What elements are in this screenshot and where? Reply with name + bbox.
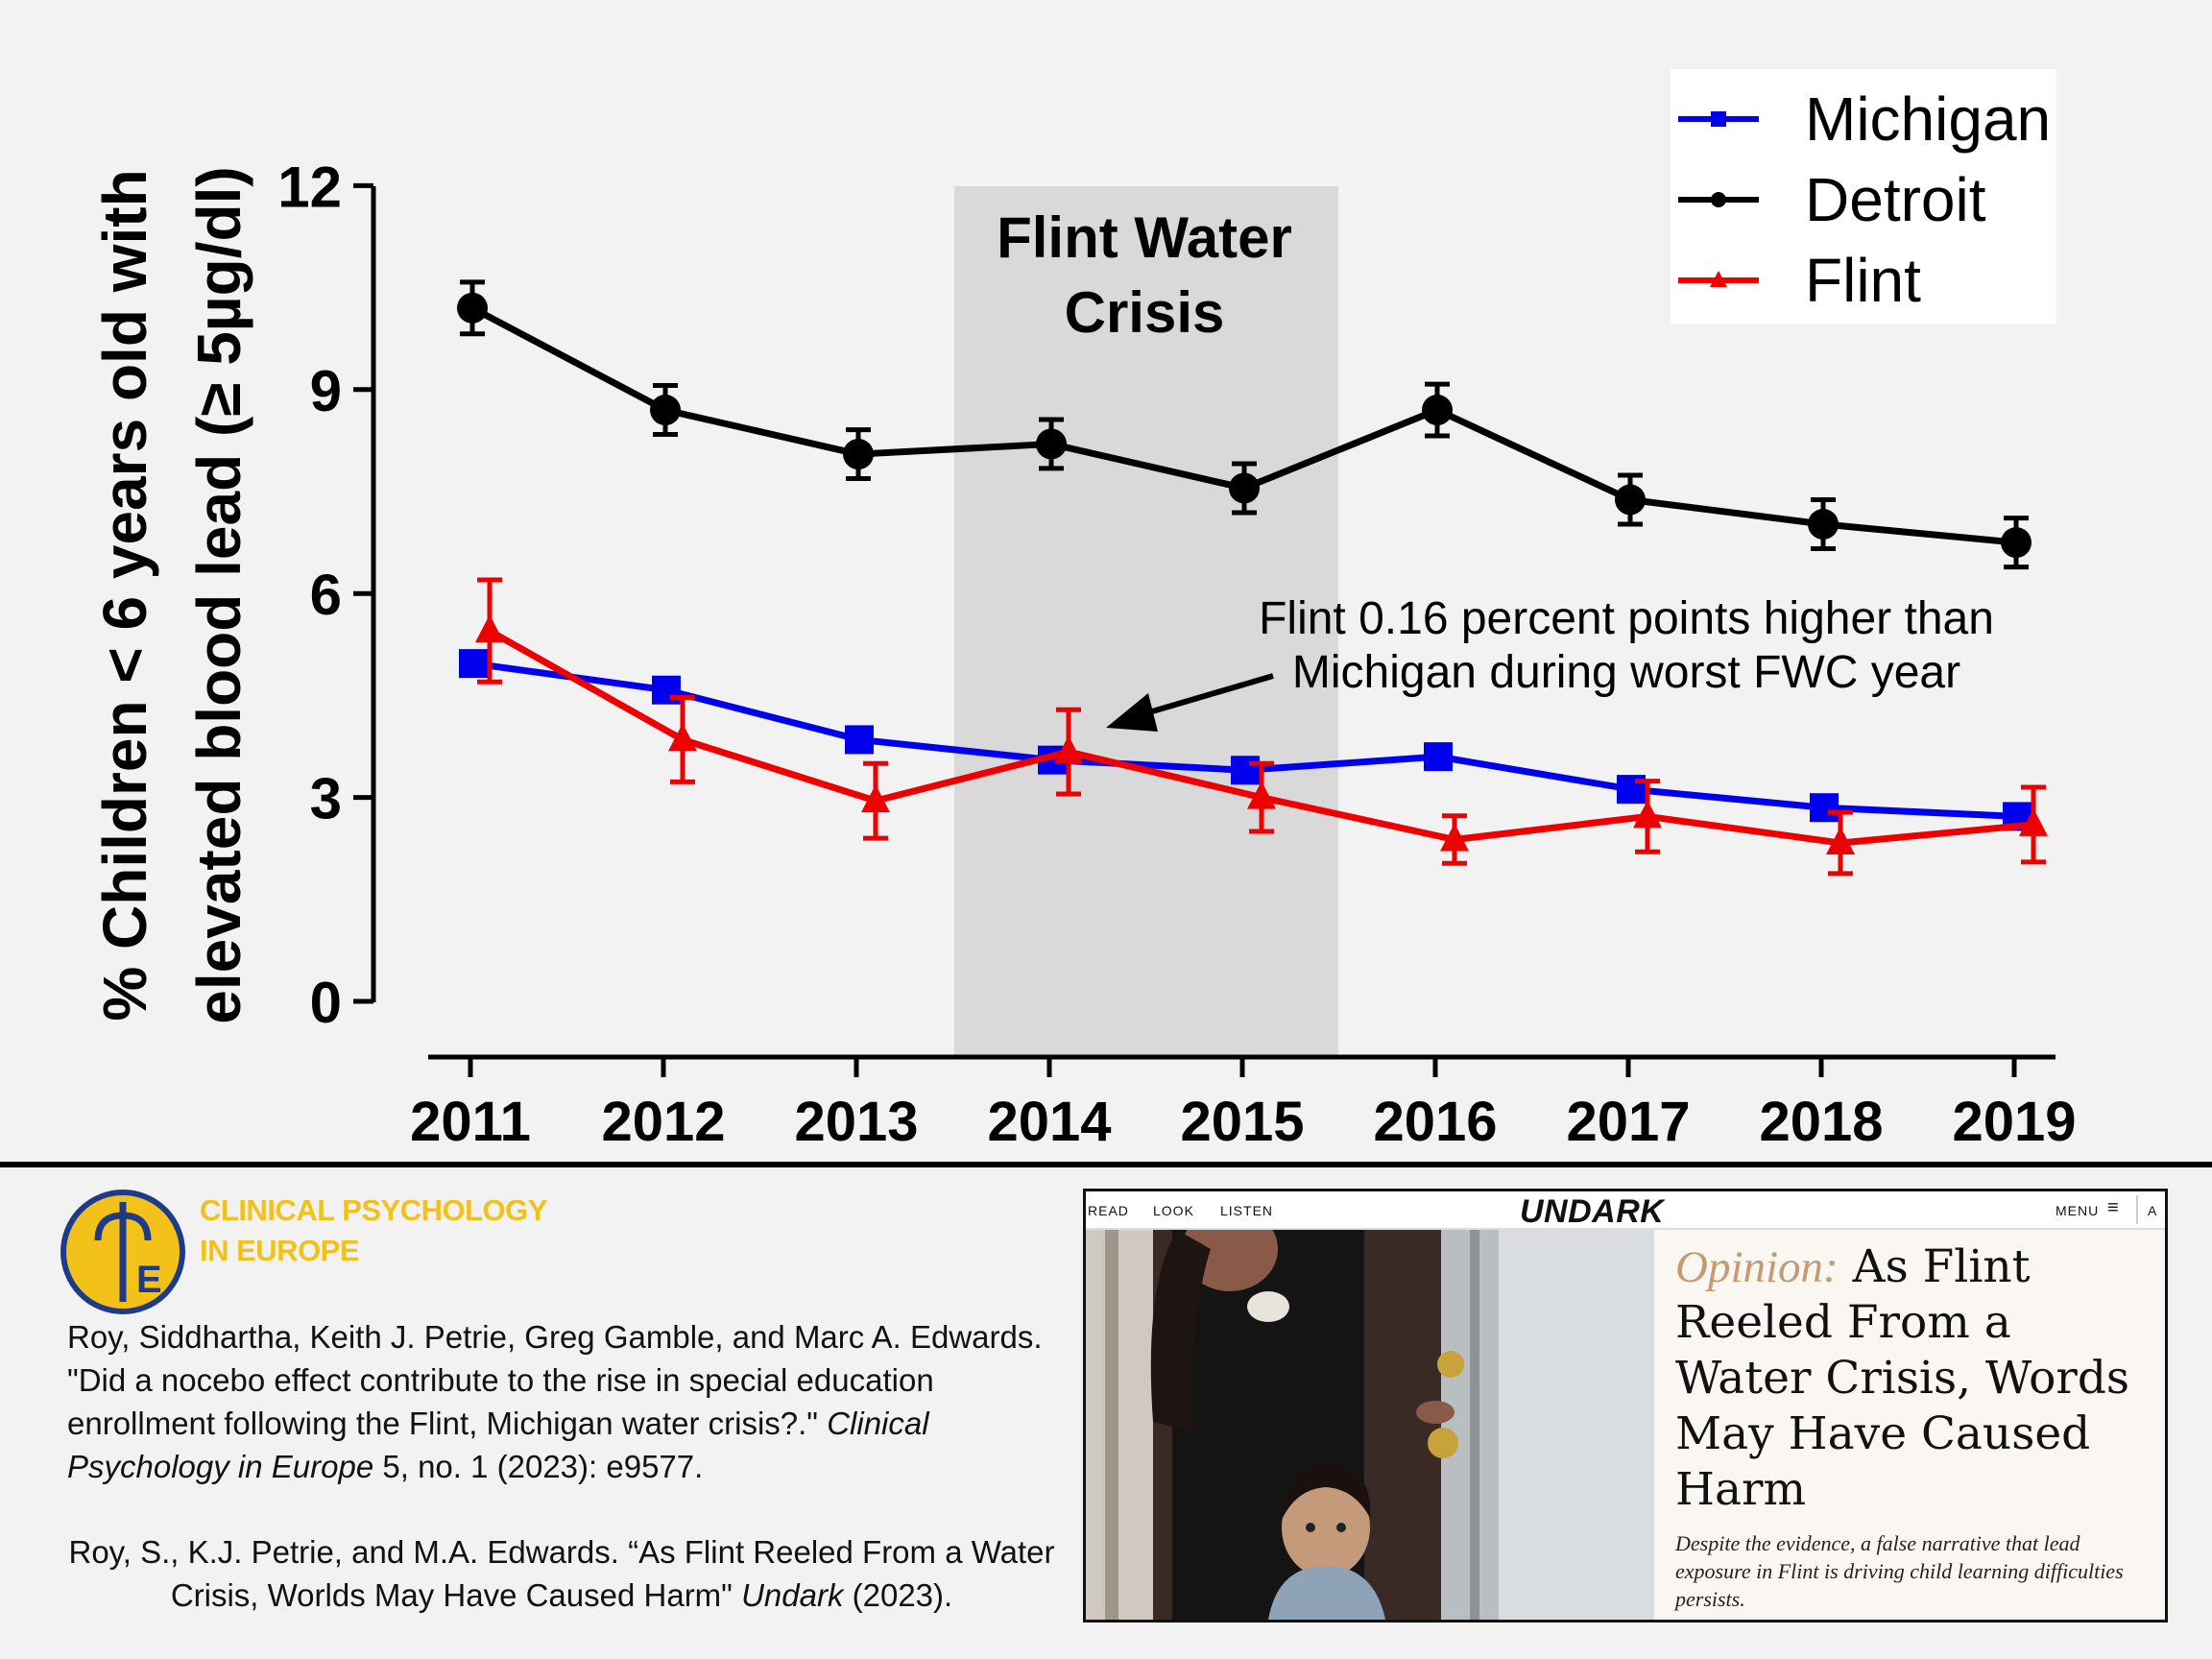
- undark-logo[interactable]: UNDARK: [1520, 1193, 1665, 1230]
- article-headline[interactable]: Opinion: As Flint Reeled From a Water Cr…: [1675, 1239, 2155, 1518]
- flint-crisis-shaded-region: [954, 186, 1338, 1056]
- x-tick-label-2015: 2015: [1180, 1091, 1304, 1153]
- x-tick-label-2019: 2019: [1952, 1091, 2076, 1153]
- journal-name-line1: CLINICAL PSYCHOLOGY: [200, 1193, 547, 1227]
- svg-text:E: E: [136, 1259, 162, 1301]
- detroit-point-2017: [1615, 484, 1646, 516]
- detroit-point-2012: [650, 395, 681, 426]
- nav-look[interactable]: LOOK: [1153, 1203, 1194, 1218]
- article-text-panel: Opinion: As Flint Reeled From a Water Cr…: [1654, 1230, 2165, 1620]
- flint-point-2015: [1247, 781, 1276, 809]
- flint-point-2019: [2019, 807, 2048, 836]
- x-tick-label-2018: 2018: [1759, 1091, 1883, 1153]
- nav-menu[interactable]: MENU: [2056, 1203, 2100, 1218]
- line-chart: Flint Water Crisis 0 3 6 9 12 2011 2012 2013 20…: [90, 69, 2077, 1153]
- detroit-point-2018: [1808, 508, 1839, 540]
- detroit-point-2016: [1422, 395, 1453, 426]
- article-photo: [1086, 1230, 1654, 1620]
- michigan-point-2013: [845, 725, 874, 755]
- citation-undark-authors-title: Roy, S., K.J. Petrie, and M.A. Edwards. …: [68, 1534, 1055, 1613]
- flint-point-2011: [475, 614, 504, 643]
- legend-flint-marker: [1710, 271, 1727, 287]
- detroit-point-2011: [457, 292, 488, 324]
- y-tick-label-0: 0: [310, 971, 342, 1035]
- annotation-line2: Michigan during worst FWC year: [1292, 647, 1960, 698]
- michigan-point-2016: [1424, 742, 1453, 772]
- nav-listen[interactable]: LISTEN: [1220, 1203, 1274, 1218]
- detroit-point-2019: [2001, 527, 2032, 559]
- annotation-arrow-head: [1106, 693, 1158, 732]
- flint-series: [475, 577, 2048, 877]
- x-tick-label-2012: 2012: [601, 1091, 725, 1153]
- headline-text: As Flint Reeled From a Water Crisis, Wor…: [1675, 1240, 2130, 1516]
- y-tick-label-6: 6: [310, 563, 342, 627]
- citation-undark-publication: Undark: [741, 1577, 844, 1613]
- annotation-arrow-shaft: [1142, 673, 1274, 717]
- undark-navbar: READ LOOK LISTEN UNDARK MENU ≡ A: [1086, 1191, 2165, 1230]
- y-tick-label-3: 3: [310, 767, 342, 831]
- nav-read[interactable]: READ: [1088, 1203, 1129, 1218]
- detroit-point-2014: [1036, 428, 1067, 460]
- legend-flint-label: Flint: [1805, 246, 1921, 315]
- nav-extra[interactable]: A: [2148, 1203, 2158, 1218]
- clinical-psychology-in-europe-logo: E: [60, 1190, 185, 1314]
- undark-article-screenshot: READ LOOK LISTEN UNDARK MENU ≡ A Opinion…: [1083, 1189, 2168, 1623]
- flint-point-2012: [668, 723, 697, 752]
- detroit-point-2013: [843, 439, 874, 470]
- x-tick-label-2011: 2011: [410, 1091, 531, 1153]
- citation-undark: Roy, S., K.J. Petrie, and M.A. Edwards. …: [67, 1530, 1056, 1617]
- nav-separator: [2136, 1195, 2138, 1224]
- y-axis-title-line1: % Children < 6 years old with: [90, 169, 159, 1021]
- journal-name: CLINICAL PSYCHOLOGY IN EUROPE: [200, 1190, 603, 1271]
- michigan-point-2015: [1231, 756, 1260, 785]
- section-divider: [0, 1162, 2212, 1167]
- citation-paper-journal: Clinical Psychology in Europe: [67, 1406, 929, 1484]
- x-tick-label-2017: 2017: [1566, 1091, 1690, 1153]
- journal-name-line2: IN EUROPE: [200, 1234, 360, 1267]
- crisis-label-line1: Flint Water: [997, 205, 1292, 270]
- legend-detroit-marker: [1711, 192, 1726, 207]
- x-tick-label-2016: 2016: [1373, 1091, 1497, 1153]
- michigan-point-2012: [652, 675, 681, 705]
- crisis-label-line2: Crisis: [1065, 280, 1225, 345]
- citation-paper: Roy, Siddhartha, Keith J. Petrie, Greg G…: [67, 1315, 1066, 1488]
- detroit-point-2015: [1229, 472, 1260, 504]
- article-dek: Despite the evidence, a false narrative …: [1675, 1531, 2124, 1611]
- legend-michigan-label: Michigan: [1805, 84, 2051, 154]
- citation-paper-volume: 5, no. 1 (2023): e9577.: [382, 1449, 704, 1484]
- flint-point-2017: [1633, 800, 1662, 829]
- legend-michigan-marker: [1711, 111, 1726, 127]
- flint-point-2013: [861, 784, 890, 813]
- michigan-point-2018: [1810, 793, 1839, 823]
- opinion-label: Opinion:: [1675, 1242, 1839, 1292]
- flint-point-2014: [1054, 735, 1083, 764]
- hamburger-icon[interactable]: ≡: [2107, 1197, 2120, 1218]
- detroit-series: [457, 279, 2032, 570]
- annotation-line1: Flint 0.16 percent points higher than: [1259, 593, 1994, 644]
- y-tick-label-9: 9: [310, 359, 342, 423]
- citation-paper-authors-title: Roy, Siddhartha, Keith J. Petrie, Greg G…: [67, 1319, 1043, 1441]
- y-tick-label-12: 12: [277, 155, 342, 219]
- legend-detroit-label: Detroit: [1805, 165, 1986, 234]
- x-tick-label-2014: 2014: [987, 1091, 1111, 1153]
- citation-undark-year: (2023).: [852, 1577, 953, 1613]
- flint-point-2018: [1826, 827, 1855, 855]
- michigan-point-2011: [459, 649, 488, 679]
- flint-point-2016: [1440, 823, 1469, 852]
- x-tick-label-2013: 2013: [794, 1091, 918, 1153]
- y-axis-title-line2: elevated blood lead (≥ 5µg/dl): [184, 166, 253, 1023]
